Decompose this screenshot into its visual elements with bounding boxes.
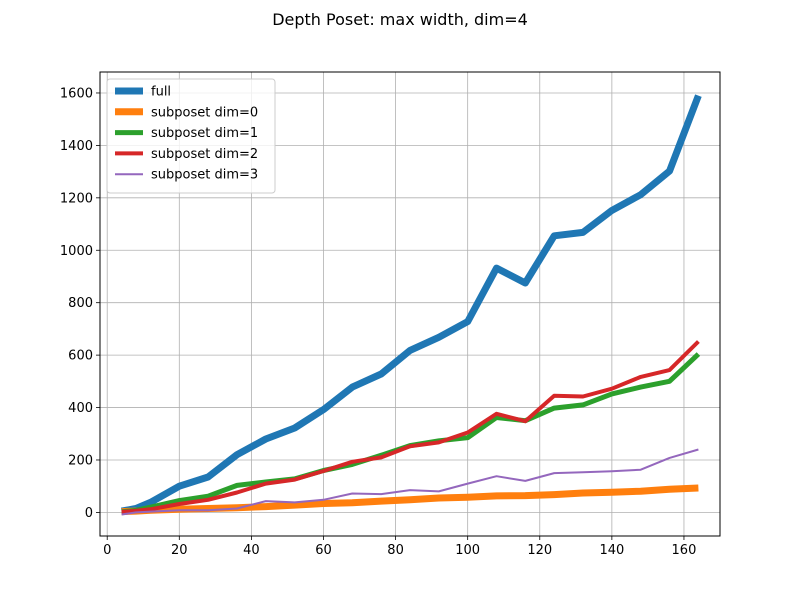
legend-label: subposet dim=3: [151, 168, 258, 183]
plot-lines: [120, 94, 702, 516]
y-tick-label: 1600: [60, 86, 93, 101]
x-tick-label: 120: [527, 543, 552, 558]
series-line-subposet-dim-2: [121, 340, 700, 514]
legend-label: subposet dim=0: [151, 105, 258, 120]
x-tick-label: 40: [243, 543, 260, 558]
y-tick-label: 800: [68, 296, 93, 311]
x-tick-label: 100: [455, 543, 480, 558]
x-tick-label: 20: [171, 543, 188, 558]
y-tick-label: 1000: [60, 244, 93, 259]
x-tick-label: 160: [672, 543, 697, 558]
chart-title: Depth Poset: max width, dim=4: [272, 10, 528, 29]
x-tick-label: 0: [103, 543, 111, 558]
series-line-subposet-dim-3: [121, 448, 699, 516]
legend: full subposet dim=0 subposet dim=1 subposet…: [106, 78, 276, 194]
y-tick-label: 400: [68, 401, 93, 416]
series-line-full: [120, 94, 702, 515]
legend-label: subposet dim=2: [151, 147, 258, 162]
series-line-subposet-dim-0: [121, 484, 699, 516]
legend-label: full: [151, 85, 171, 100]
x-tick-label: 60: [315, 543, 332, 558]
x-tick-label: 140: [599, 543, 624, 558]
y-tick-label: 1400: [60, 139, 93, 154]
legend-label: subposet dim=1: [151, 126, 258, 141]
y-tick-label: 1200: [60, 191, 93, 206]
y-tick-label: 200: [68, 453, 93, 468]
x-tick-label: 80: [387, 543, 404, 558]
legend-box: [106, 78, 276, 194]
y-tick-label: 600: [68, 349, 93, 364]
axes-frame: [99, 71, 721, 537]
y-tick-label: 0: [85, 506, 93, 521]
axis-ticks: 0 20 40 60 80 100 120 140 1600200400600800100012…: [60, 86, 696, 558]
